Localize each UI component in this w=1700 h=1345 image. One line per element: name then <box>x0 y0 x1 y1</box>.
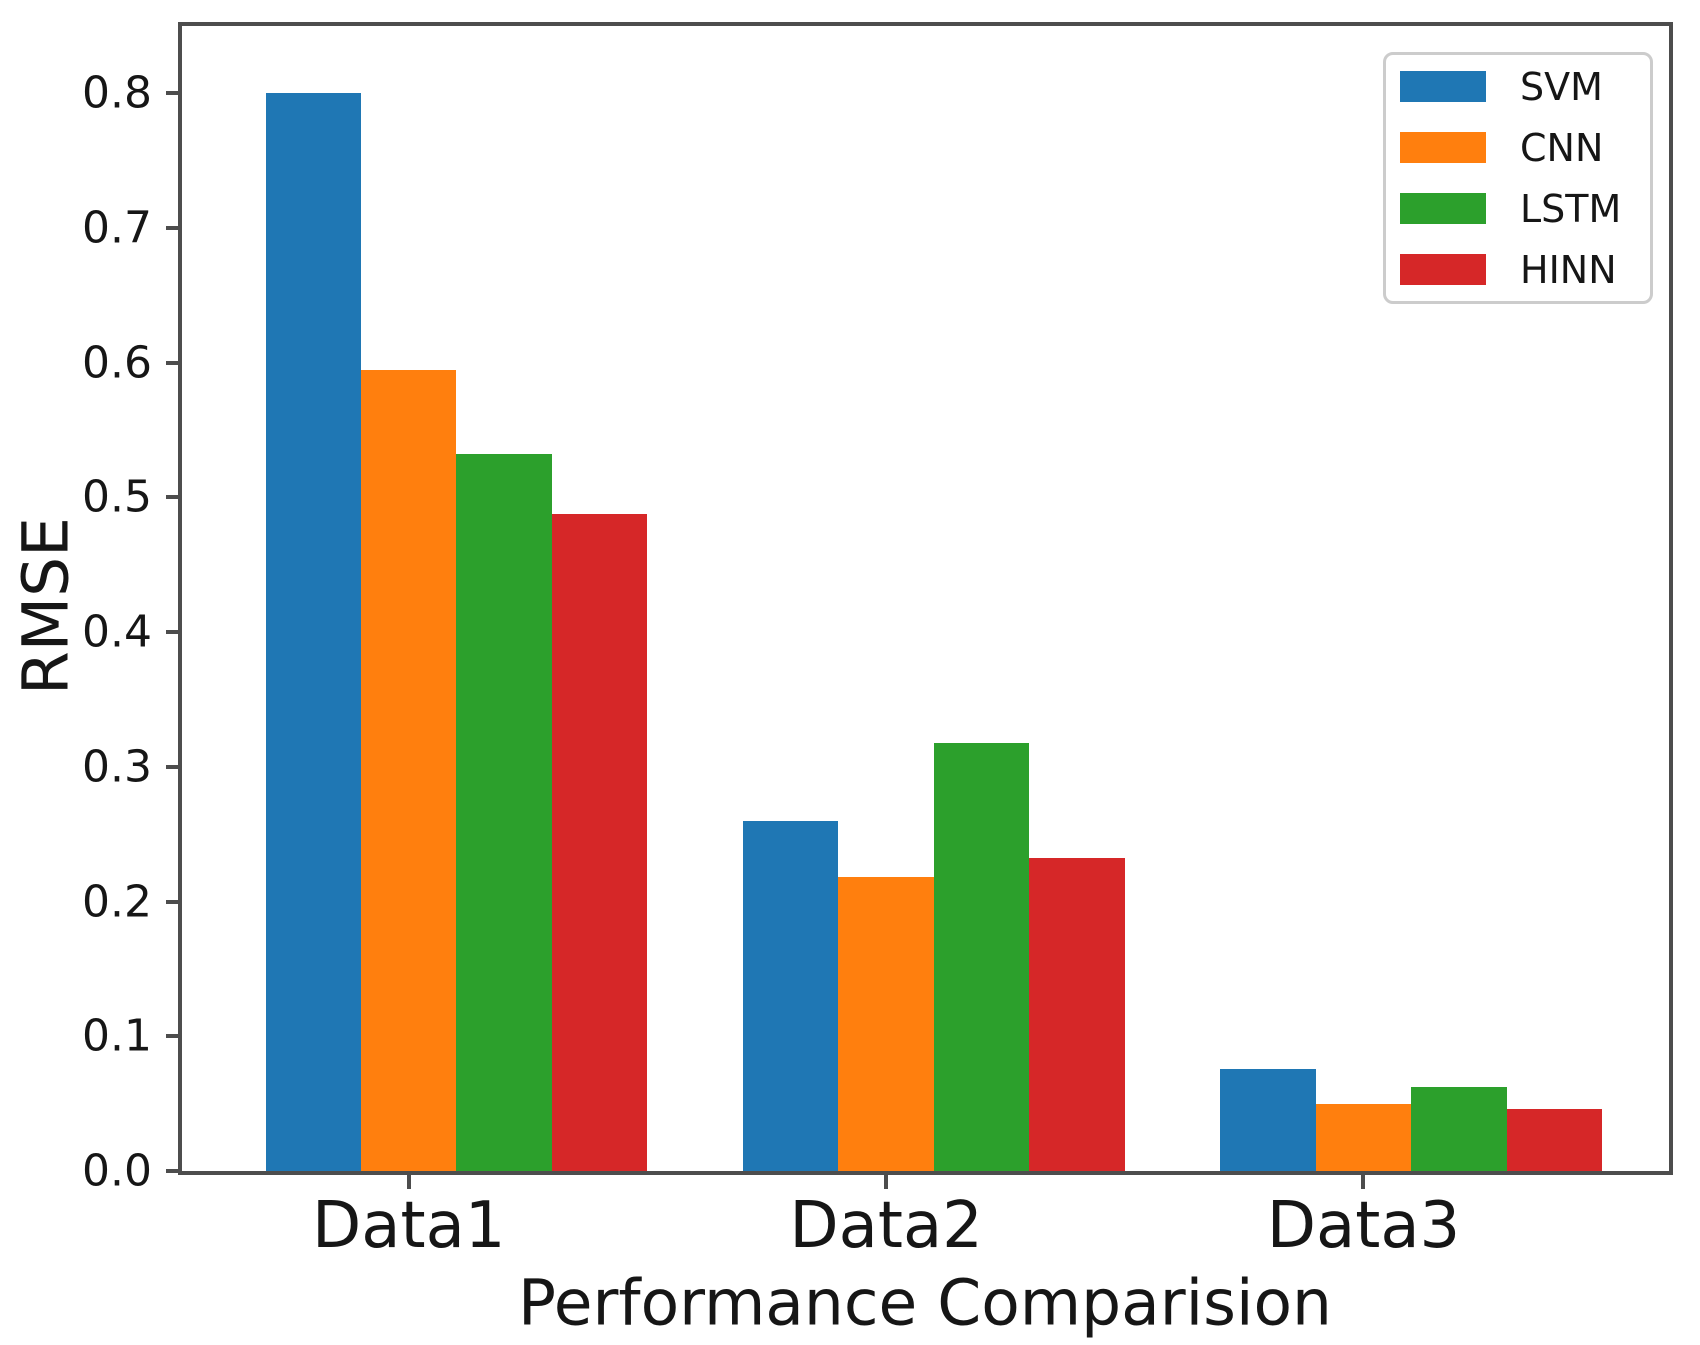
y-tick-mark <box>166 91 182 96</box>
legend-label-hinn: HINN <box>1520 247 1617 292</box>
bar-lstm-data3 <box>1411 1087 1507 1171</box>
bar-svm-data1 <box>265 93 361 1171</box>
y-tick-mark <box>166 1169 182 1173</box>
x-tick-mark <box>884 1175 889 1189</box>
y-tick-label: 0.8 <box>82 67 152 119</box>
legend-label-cnn: CNN <box>1520 125 1604 170</box>
x-tick-label-data1: Data1 <box>311 1189 506 1263</box>
bar-lstm-data2 <box>933 742 1030 1171</box>
x-axis-label: Performance Comparision <box>518 1266 1332 1340</box>
y-tick-mark <box>166 764 182 769</box>
legend-item-cnn: CNN <box>1400 117 1650 178</box>
x-tick-label-data2: Data2 <box>789 1189 983 1263</box>
legend: SVM CNN LSTM HINN <box>1383 52 1653 304</box>
legend-swatch-lstm <box>1400 193 1486 224</box>
legend-swatch-hinn <box>1400 254 1486 285</box>
y-tick-label: 0.0 <box>82 1145 152 1197</box>
legend-items: SVM CNN LSTM HINN <box>1400 56 1650 300</box>
y-tick-mark <box>166 495 182 500</box>
bar-hinn-data1 <box>551 513 648 1171</box>
bar-svm-data3 <box>1220 1068 1316 1171</box>
legend-label-svm: SVM <box>1520 64 1603 109</box>
bar-lstm-data1 <box>456 454 552 1171</box>
y-tick-label: 0.4 <box>82 606 152 658</box>
y-tick-label: 0.3 <box>82 741 152 793</box>
legend-item-svm: SVM <box>1400 56 1650 117</box>
legend-item-hinn: HINN <box>1400 239 1650 300</box>
y-tick-label: 0.1 <box>82 1010 152 1062</box>
y-tick-mark <box>166 1034 182 1039</box>
legend-item-lstm: LSTM <box>1400 178 1650 239</box>
x-tick-mark <box>406 1175 411 1189</box>
bar-hinn-data3 <box>1506 1109 1603 1171</box>
y-tick-label: 0.6 <box>82 337 152 389</box>
plot-area: 0.0 0.1 0.2 0.3 0.4 0.5 0.6 0.7 0.8 Data1 Data2 Da… <box>82 22 1673 1263</box>
bar-cnn-data1 <box>361 369 457 1171</box>
y-tick-label: 0.5 <box>82 471 152 523</box>
bar-cnn-data2 <box>838 877 934 1171</box>
y-tick-mark <box>166 360 182 365</box>
y-axis-label: RMSE <box>9 517 83 695</box>
y-tick-label: 0.2 <box>82 876 152 928</box>
bar-cnn-data3 <box>1315 1103 1412 1171</box>
bar-svm-data2 <box>742 820 839 1171</box>
legend-label-lstm: LSTM <box>1520 186 1622 231</box>
legend-swatch-cnn <box>1400 132 1486 163</box>
x-tick-mark <box>1361 1175 1366 1189</box>
y-tick-mark <box>166 226 182 231</box>
legend-swatch-svm <box>1400 71 1486 102</box>
x-tick-label-data3: Data3 <box>1266 1189 1461 1263</box>
y-tick-mark <box>166 630 182 635</box>
y-tick-mark <box>166 899 182 904</box>
y-tick-label: 0.7 <box>82 202 152 254</box>
bar-hinn-data2 <box>1029 858 1125 1171</box>
